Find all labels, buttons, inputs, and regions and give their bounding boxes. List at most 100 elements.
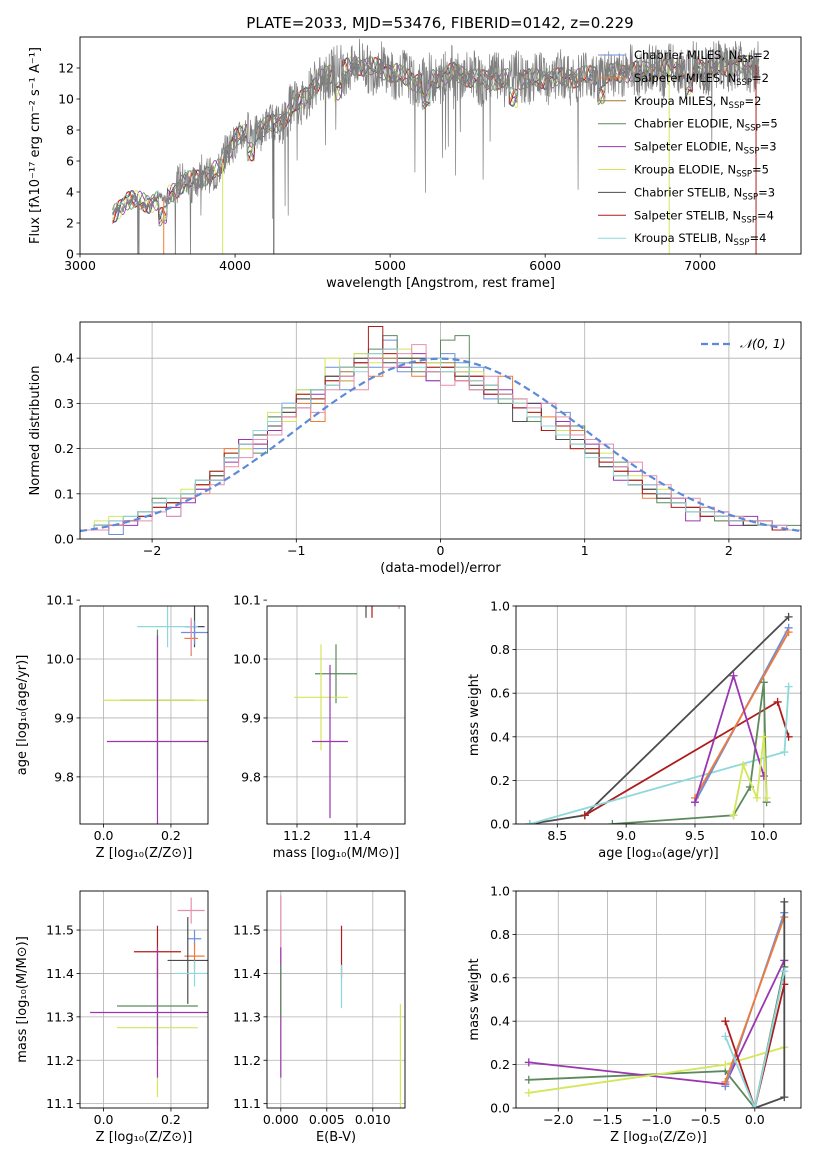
x-tick-label: 11.2 bbox=[283, 828, 311, 843]
legend-entry-main: Kroupa MILES, N bbox=[634, 94, 729, 108]
weight-point-marker bbox=[690, 798, 699, 807]
panel-age-weight: 8.5 9.0 9.5 10.0 0.0 0.2 0.4 0.6 0.8 1.0 age [log₁… bbox=[467, 599, 802, 861]
errorbar-point bbox=[312, 664, 348, 819]
figure-title: PLATE=2033, MJD=53476, FIBERID=0142, z=0… bbox=[246, 14, 633, 32]
y-tick-label: 11.2 bbox=[46, 1053, 74, 1068]
weight-point-marker bbox=[784, 628, 793, 637]
x-tick-label: 0.2 bbox=[161, 828, 181, 843]
y-tick-label: 11.4 bbox=[233, 966, 261, 981]
y-tick-label: 0.2 bbox=[490, 773, 510, 788]
plot-area bbox=[112, 38, 760, 254]
weight-point-marker bbox=[780, 897, 789, 906]
x-tick-label: −2 bbox=[143, 543, 161, 558]
plot-area bbox=[80, 322, 801, 539]
y-tick-label: 0.2 bbox=[490, 1057, 510, 1072]
y-tick-label: 6 bbox=[66, 154, 74, 169]
plot-area bbox=[516, 891, 801, 1108]
legend-entry-sub: SSP bbox=[736, 78, 752, 88]
axes-frame bbox=[266, 890, 406, 1109]
weight-point-marker bbox=[739, 761, 748, 770]
weight-point-marker bbox=[759, 678, 768, 687]
y-tick-label: 11.3 bbox=[233, 1009, 261, 1024]
y-tick-label: 11.5 bbox=[46, 923, 74, 938]
weight-point-marker bbox=[780, 967, 789, 976]
legend-entry: Chabrier MILES, NSSP=2 bbox=[634, 48, 770, 65]
y-tick-label: 9.9 bbox=[241, 710, 261, 725]
weight-point-marker bbox=[752, 793, 761, 802]
errorbar-point bbox=[90, 947, 208, 1078]
panel-z-age: 0.0 0.2 9.8 9.9 10.0 10.1 Z [log₁₀(Z/Z⊙)] age [… bbox=[15, 593, 209, 861]
y-tick-label: 11.1 bbox=[233, 1096, 261, 1111]
y-tick-label: 4 bbox=[66, 185, 74, 200]
legend-entry-sub: SSP bbox=[729, 101, 745, 111]
x-tick-label: 0.0 bbox=[94, 828, 114, 843]
x-tick-label: 3000 bbox=[64, 258, 96, 273]
errorbar-point bbox=[167, 917, 208, 1004]
plot-area bbox=[80, 606, 208, 824]
plot-area bbox=[80, 891, 208, 1108]
x-tick-label: 4000 bbox=[219, 258, 251, 273]
plot-area bbox=[516, 606, 801, 824]
legend-entry-sub: SSP bbox=[742, 192, 758, 202]
axes-frame bbox=[79, 36, 802, 255]
y-axis-label: age [log₁₀(age/yr)] bbox=[15, 655, 30, 776]
legend-entry-sub: SSP bbox=[744, 147, 760, 157]
weight-series-line bbox=[724, 984, 786, 1108]
y-tick-label: 0.4 bbox=[54, 351, 74, 366]
y-tick-label: 0.2 bbox=[54, 441, 74, 456]
weight-series-line bbox=[724, 916, 786, 1083]
x-tick-label: 0 bbox=[437, 543, 445, 558]
x-tick-label: 0.005 bbox=[309, 1112, 345, 1127]
weight-point-marker bbox=[525, 820, 534, 824]
y-axis-label: Normed distribution bbox=[28, 366, 43, 496]
y-tick-label: 0.4 bbox=[490, 1014, 510, 1029]
legend-entry-main: Salpeter MILES, N bbox=[634, 71, 736, 85]
x-tick-label: −0.5 bbox=[690, 1112, 720, 1127]
weight-series-line bbox=[694, 631, 790, 799]
axes-frame bbox=[515, 890, 802, 1109]
x-tick-label: 0.0 bbox=[94, 1112, 114, 1127]
x-axis-label: Z [log₁₀(Z/Z⊙)] bbox=[96, 1130, 193, 1145]
y-tick-label: 10.1 bbox=[233, 593, 261, 608]
errorbar-point bbox=[137, 606, 198, 648]
weight-point-marker bbox=[721, 1077, 730, 1086]
x-tick-label: 0.000 bbox=[263, 1112, 299, 1127]
weight-point-marker bbox=[759, 732, 768, 741]
weight-point-marker bbox=[524, 1058, 533, 1067]
x-axis-label: Z [log₁₀(Z/Z⊙)] bbox=[610, 1130, 707, 1145]
y-tick-label: 11.1 bbox=[46, 1096, 74, 1111]
x-axis-label: E(B-V) bbox=[316, 1130, 356, 1145]
legend-entry: Salpeter ELODIE, NSSP=3 bbox=[634, 140, 777, 157]
y-tick-label: 0 bbox=[66, 247, 74, 262]
weight-point-marker bbox=[721, 1032, 730, 1041]
legend-entry: 𝒩(0, 1) bbox=[740, 336, 786, 351]
legend-entry-tail: =2 bbox=[753, 48, 770, 62]
y-tick-label: 10.1 bbox=[46, 593, 74, 608]
weight-point-marker bbox=[780, 1093, 789, 1102]
legend-entry-tail: =3 bbox=[760, 140, 777, 154]
y-tick-label: 9.8 bbox=[241, 769, 261, 784]
y-tick-label: 0.6 bbox=[490, 970, 510, 985]
y-tick-label: 0.0 bbox=[490, 1101, 510, 1116]
y-tick-label: 11.3 bbox=[46, 1009, 74, 1024]
y-tick-label: 2 bbox=[66, 216, 74, 231]
panel-mass-age: 11.2 11.4 9.8 9.9 10.0 10.1 mass [log₁₀(M/M⊙)] bbox=[233, 593, 406, 861]
x-tick-label: 9.0 bbox=[616, 828, 636, 843]
legend-entry-main: Salpeter ELODIE, N bbox=[634, 140, 744, 154]
weight-point-marker bbox=[608, 820, 617, 824]
y-tick-label: 0.3 bbox=[54, 396, 74, 411]
panel-spectrum: 3000 4000 5000 6000 7000 0 2 4 6 8 10 12 wavelength … bbox=[28, 36, 802, 291]
legend-entry-main: Kroupa ELODIE, N bbox=[634, 163, 736, 177]
x-tick-label: −2.0 bbox=[543, 1112, 573, 1127]
legend-entry-tail: =5 bbox=[761, 117, 778, 131]
x-tick-label: 0.2 bbox=[161, 1112, 181, 1127]
y-tick-label: 1.0 bbox=[490, 884, 510, 899]
histogram-series bbox=[80, 344, 801, 531]
x-tick-label: 2 bbox=[725, 543, 733, 558]
legend-entry: Kroupa MILES, NSSP=2 bbox=[634, 94, 761, 111]
axes-frame bbox=[79, 321, 802, 540]
weight-point-marker bbox=[729, 671, 738, 680]
axes-frame bbox=[266, 605, 406, 825]
y-tick-label: 10.0 bbox=[46, 652, 74, 667]
weight-point-marker bbox=[721, 1060, 730, 1069]
